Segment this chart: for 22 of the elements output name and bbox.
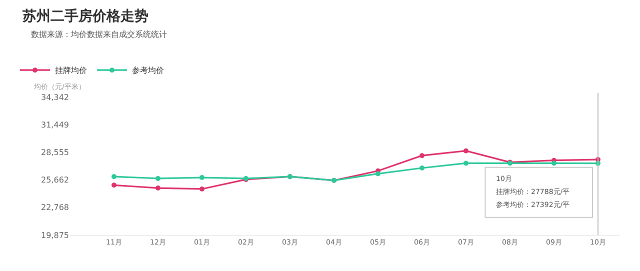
y-tick-label: 25,662	[41, 176, 69, 185]
point	[464, 160, 468, 166]
point	[200, 175, 204, 180]
y-tick-label: 34,342	[41, 92, 69, 102]
y-tick-label: 28,555	[41, 148, 69, 157]
point	[376, 171, 380, 176]
point	[156, 186, 160, 191]
point	[552, 160, 556, 166]
chart-title: 苏州二手房价格走势	[21, 8, 148, 25]
y-tick-label: 22,768	[41, 203, 69, 212]
y-tick-label: 31,449	[41, 120, 69, 130]
legend-label: 参考均价	[132, 66, 164, 76]
point	[112, 182, 116, 188]
legend-label: 挂牌均价	[55, 66, 87, 76]
point	[420, 153, 424, 158]
point	[464, 148, 468, 154]
point	[200, 186, 204, 192]
point	[156, 176, 160, 181]
point	[420, 165, 424, 170]
point	[112, 174, 116, 180]
y-tick-label: 19,875	[41, 230, 69, 240]
chart-subtitle: 数据来源：均价数据来自成交系统统计	[31, 30, 167, 39]
